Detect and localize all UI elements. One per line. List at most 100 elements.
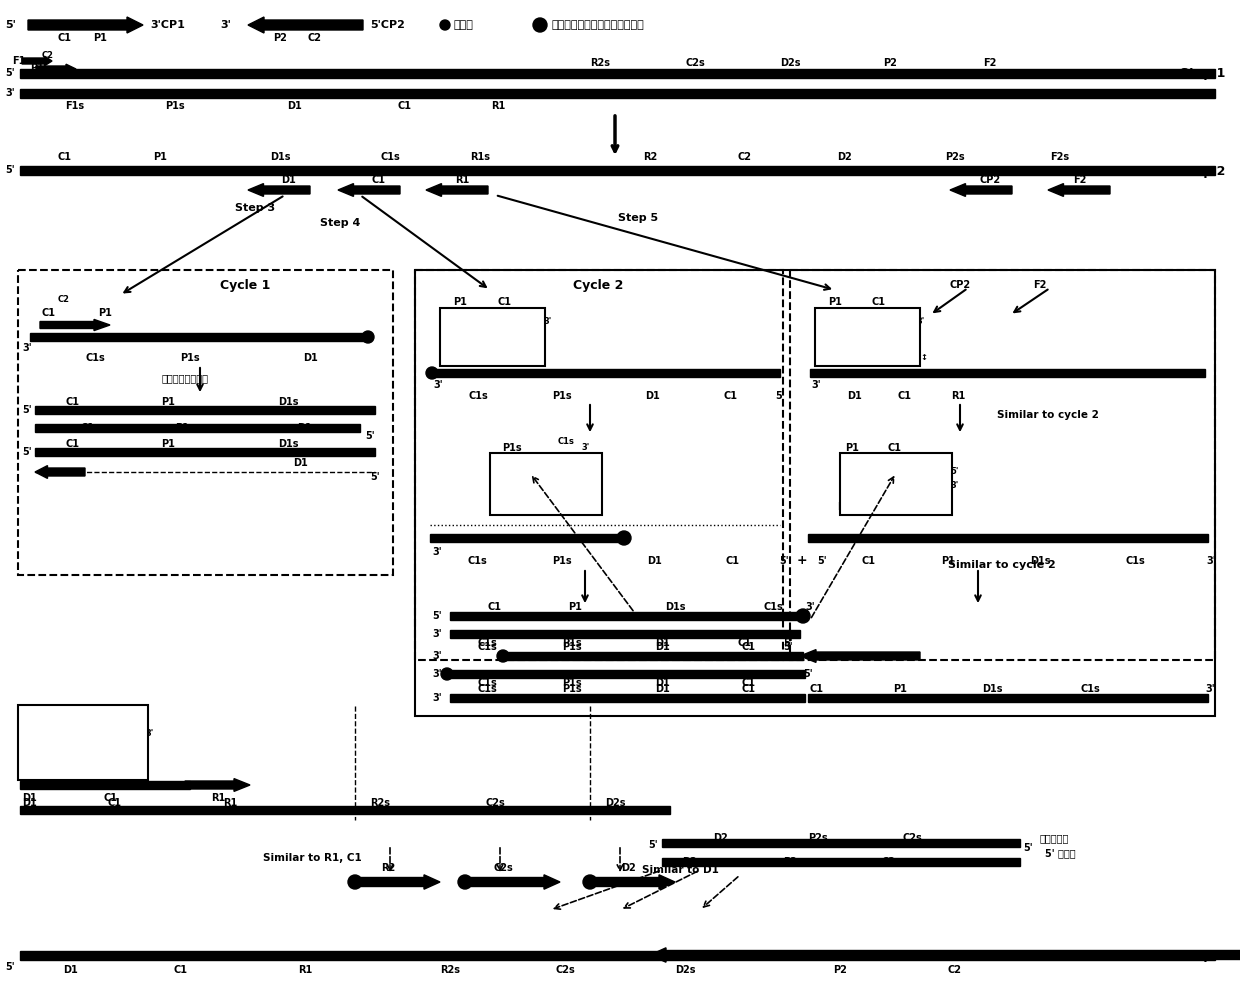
- Text: D1: D1: [22, 793, 37, 803]
- Circle shape: [427, 367, 438, 379]
- Text: P2s: P2s: [808, 833, 828, 843]
- Text: Similar to cycle 2: Similar to cycle 2: [997, 410, 1099, 420]
- Text: 5': 5': [784, 638, 794, 648]
- FancyArrow shape: [1048, 183, 1110, 196]
- Text: C1: C1: [108, 798, 122, 808]
- Text: D2s: D2s: [780, 58, 800, 68]
- Circle shape: [497, 650, 508, 662]
- Text: P1s: P1s: [552, 556, 572, 566]
- Text: D1: D1: [63, 965, 77, 975]
- Text: D1s: D1s: [278, 397, 299, 407]
- Bar: [503, 652, 804, 660]
- FancyArrow shape: [91, 744, 135, 755]
- Text: C2: C2: [42, 50, 55, 59]
- Text: 3': 3': [5, 88, 15, 98]
- Text: 5': 5': [950, 467, 959, 476]
- Text: Cycle 1: Cycle 1: [219, 279, 270, 291]
- Text: P1s: P1s: [831, 317, 849, 327]
- Text: P2: P2: [273, 33, 286, 43]
- Text: C2s: C2s: [686, 58, 704, 68]
- Text: 3': 3': [950, 480, 959, 489]
- Bar: [20, 89, 1215, 98]
- Text: C1: C1: [898, 391, 911, 401]
- Text: R1: R1: [223, 798, 237, 808]
- Text: P1: P1: [93, 33, 107, 43]
- Text: P1s: P1s: [175, 423, 195, 433]
- Text: C2s: C2s: [494, 863, 513, 873]
- Text: 5': 5': [5, 165, 15, 175]
- Text: 5': 5': [817, 556, 827, 566]
- Text: D2: D2: [621, 863, 635, 873]
- Text: C1s: C1s: [381, 152, 399, 162]
- Text: D1s: D1s: [270, 152, 290, 162]
- Text: 3': 3': [145, 728, 154, 737]
- Text: D2: D2: [713, 833, 728, 843]
- Text: CP2: CP2: [950, 280, 971, 290]
- Text: D1s: D1s: [853, 467, 873, 477]
- Text: 5': 5': [503, 355, 513, 365]
- Text: F2: F2: [1074, 175, 1086, 185]
- Circle shape: [533, 18, 547, 32]
- Text: D1: D1: [298, 423, 312, 433]
- Text: 5': 5': [779, 556, 789, 566]
- Text: F1: F1: [12, 56, 25, 66]
- Text: D1: D1: [827, 340, 842, 350]
- Text: C1s: C1s: [87, 728, 103, 737]
- Text: C1s: C1s: [467, 556, 487, 566]
- Text: D1: D1: [647, 556, 662, 566]
- Text: P1: P1: [941, 556, 955, 566]
- Text: 3': 3': [22, 343, 32, 353]
- Bar: [415, 270, 1215, 716]
- Text: D2s: D2s: [675, 965, 696, 975]
- Text: D1: D1: [293, 458, 308, 468]
- Text: C2: C2: [308, 33, 322, 43]
- FancyArrow shape: [35, 465, 86, 478]
- Text: D1: D1: [280, 175, 295, 185]
- Bar: [20, 806, 670, 814]
- Text: Step 1: Step 1: [1179, 67, 1225, 81]
- Text: 3': 3': [432, 669, 441, 679]
- Bar: [19, 270, 393, 575]
- Text: D1s: D1s: [278, 439, 299, 449]
- Text: C1: C1: [498, 297, 512, 307]
- FancyArrow shape: [950, 183, 1012, 196]
- Text: F2: F2: [983, 58, 997, 68]
- Text: C1: C1: [738, 638, 751, 648]
- Text: C1: C1: [64, 397, 79, 407]
- Text: R1s: R1s: [470, 152, 490, 162]
- Text: P2s: P2s: [945, 152, 965, 162]
- Circle shape: [796, 609, 810, 623]
- Text: C1s: C1s: [558, 437, 574, 446]
- Text: D2s: D2s: [605, 798, 625, 808]
- Text: P1s: P1s: [180, 353, 200, 363]
- Text: C1: C1: [174, 965, 187, 975]
- Text: C2s: C2s: [485, 798, 505, 808]
- Bar: [790, 270, 1215, 660]
- Text: P1: P1: [31, 715, 45, 725]
- Text: P1: P1: [846, 443, 859, 453]
- Text: 5'CP2: 5'CP2: [370, 20, 405, 30]
- Text: D2: D2: [838, 152, 852, 162]
- Bar: [35, 424, 360, 432]
- Text: P1s: P1s: [455, 317, 475, 327]
- Text: C1: C1: [398, 101, 412, 111]
- Text: P1: P1: [161, 439, 175, 449]
- Text: C1: C1: [371, 175, 384, 185]
- Text: 3': 3': [432, 651, 441, 661]
- Text: 3': 3': [433, 380, 443, 390]
- Circle shape: [362, 331, 374, 343]
- FancyArrow shape: [427, 183, 489, 196]
- FancyArrow shape: [248, 183, 310, 196]
- Text: 3': 3': [916, 317, 924, 326]
- Text: R2s: R2s: [590, 58, 610, 68]
- Bar: [662, 858, 1021, 866]
- Text: D1: D1: [656, 678, 671, 688]
- Text: C1: C1: [875, 340, 889, 350]
- Text: P1s: P1s: [42, 745, 62, 755]
- Text: P1: P1: [153, 152, 167, 162]
- Bar: [815, 308, 920, 366]
- Text: C1s: C1s: [512, 313, 528, 322]
- Text: F2s: F2s: [1050, 152, 1070, 162]
- Text: R2s: R2s: [370, 798, 391, 808]
- Text: C1: C1: [489, 602, 502, 612]
